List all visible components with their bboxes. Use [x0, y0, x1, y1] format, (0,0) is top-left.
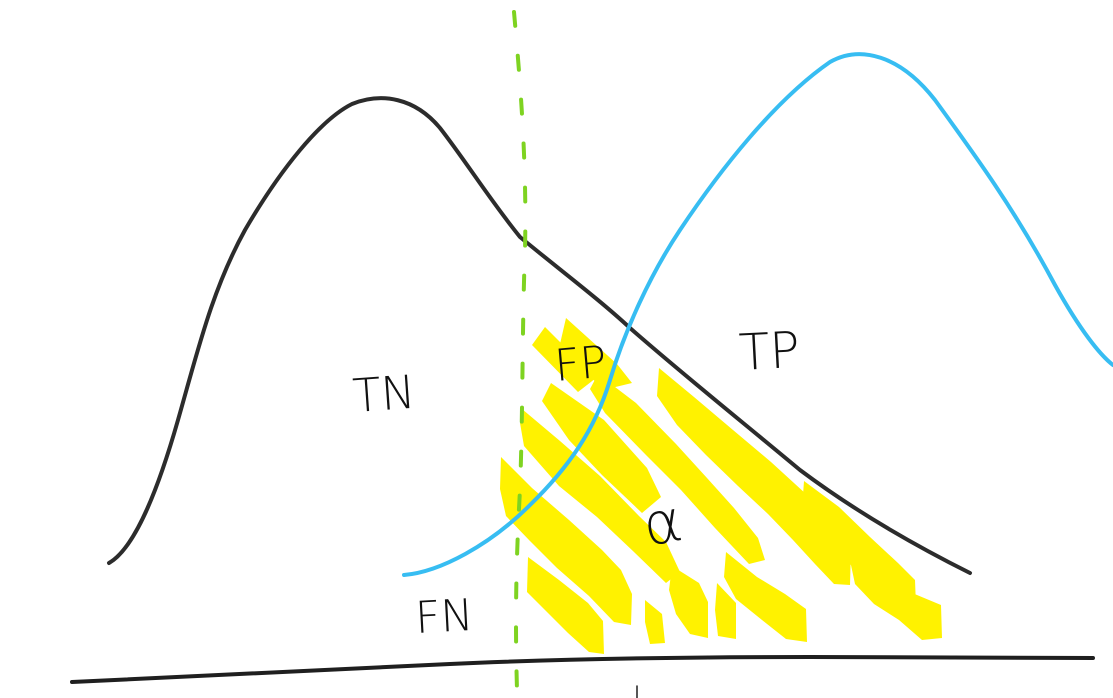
- alpha-hatch-stroke: [657, 368, 851, 585]
- alpha-hatch-stroke: [520, 409, 680, 583]
- negative-distribution-curve: [107, 96, 972, 575]
- alpha-hatch-stroke: [500, 457, 632, 625]
- label-tp: TP: [738, 321, 802, 382]
- alpha-hatch-stroke: [724, 552, 807, 642]
- alpha-hatch-stroke: [527, 557, 604, 654]
- alpha-hatch-region: [500, 318, 942, 654]
- label-tn: TN: [351, 365, 417, 423]
- label-fp: FP: [553, 337, 609, 392]
- alpha-hatch-stroke: [590, 374, 765, 564]
- alpha-hatch-stroke: [542, 383, 661, 513]
- alpha-hatch-stroke: [532, 327, 596, 392]
- alpha-hatch-stroke: [669, 566, 708, 638]
- alpha-hatch-stroke: [715, 583, 736, 639]
- threshold-line: [512, 10, 528, 692]
- alpha-hatch-stroke: [848, 551, 942, 640]
- label-fn: FN: [414, 590, 475, 644]
- positive-distribution-curve: [402, 52, 1113, 577]
- alpha-hatch-stroke: [645, 600, 665, 644]
- x-axis-line: [70, 655, 1095, 684]
